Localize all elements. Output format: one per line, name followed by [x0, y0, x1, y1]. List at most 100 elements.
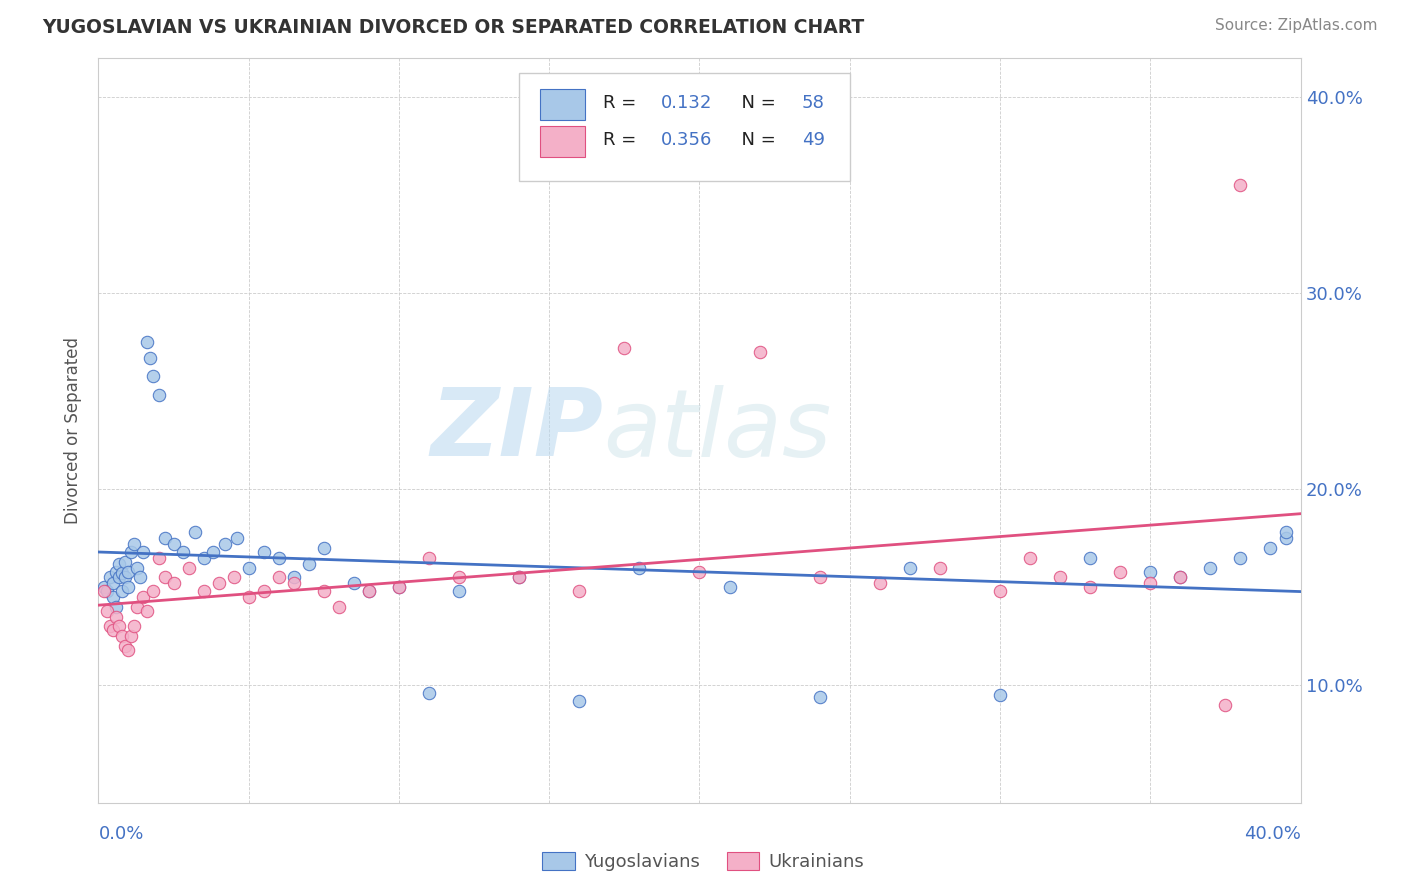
Point — [103, 590, 125, 604]
Point — [114, 639, 136, 653]
Point — [114, 555, 136, 569]
Point — [93, 584, 115, 599]
Point — [111, 629, 134, 643]
Text: 0.0%: 0.0% — [98, 825, 143, 843]
Point — [418, 550, 440, 565]
Point — [1139, 565, 1161, 579]
Point — [108, 619, 131, 633]
Point — [689, 565, 711, 579]
Text: ZIP: ZIP — [430, 384, 603, 476]
Point — [153, 531, 176, 545]
Point — [568, 584, 591, 599]
Point — [1229, 178, 1251, 193]
Point — [208, 576, 231, 591]
Point — [100, 570, 122, 584]
Point — [869, 576, 891, 591]
Point — [1019, 550, 1042, 565]
Point — [357, 584, 380, 599]
Point — [177, 560, 200, 574]
Point — [748, 345, 770, 359]
Point — [253, 545, 276, 559]
Point — [135, 335, 157, 350]
Point — [1049, 570, 1071, 584]
Point — [1170, 570, 1192, 584]
Point — [108, 570, 131, 584]
Point — [357, 584, 380, 599]
Point — [568, 694, 591, 708]
Text: 58: 58 — [801, 94, 824, 112]
Point — [508, 570, 530, 584]
Text: R =: R = — [603, 131, 643, 149]
Point — [1078, 580, 1101, 594]
Point — [132, 545, 155, 559]
Point — [225, 531, 247, 545]
Point — [808, 690, 831, 704]
Point — [628, 560, 651, 574]
Point — [898, 560, 921, 574]
Point — [718, 580, 741, 594]
Point — [96, 584, 118, 599]
Point — [103, 624, 125, 638]
Point — [108, 557, 131, 571]
Point — [929, 560, 952, 574]
Point — [127, 599, 149, 614]
Point — [388, 580, 411, 594]
Point — [312, 584, 335, 599]
Text: N =: N = — [730, 94, 782, 112]
Point — [121, 545, 143, 559]
Point — [1274, 525, 1296, 540]
Point — [253, 584, 276, 599]
Point — [105, 599, 128, 614]
Point — [141, 368, 163, 383]
Point — [988, 688, 1011, 702]
Point — [447, 570, 470, 584]
Point — [1199, 560, 1222, 574]
Point — [117, 565, 139, 579]
Text: N =: N = — [730, 131, 782, 149]
Point — [267, 570, 290, 584]
Point — [193, 584, 215, 599]
Point — [808, 570, 831, 584]
Point — [238, 590, 260, 604]
Point — [117, 580, 139, 594]
Point — [1170, 570, 1192, 584]
Point — [100, 619, 122, 633]
Point — [418, 686, 440, 700]
Point — [283, 576, 305, 591]
Point — [153, 570, 176, 584]
FancyBboxPatch shape — [519, 73, 849, 181]
Text: YUGOSLAVIAN VS UKRAINIAN DIVORCED OR SEPARATED CORRELATION CHART: YUGOSLAVIAN VS UKRAINIAN DIVORCED OR SEP… — [42, 18, 865, 37]
Point — [1229, 550, 1251, 565]
Point — [613, 341, 636, 355]
Point — [201, 545, 224, 559]
Point — [1215, 698, 1237, 712]
Point — [1109, 565, 1132, 579]
Point — [298, 557, 321, 571]
Point — [124, 619, 146, 633]
Text: R =: R = — [603, 94, 643, 112]
Point — [162, 576, 184, 591]
Point — [172, 545, 194, 559]
FancyBboxPatch shape — [540, 126, 585, 157]
Point — [148, 388, 170, 402]
Text: atlas: atlas — [603, 384, 831, 476]
Point — [183, 525, 205, 540]
Text: Source: ZipAtlas.com: Source: ZipAtlas.com — [1215, 18, 1378, 33]
Point — [103, 576, 125, 591]
Text: 0.356: 0.356 — [661, 131, 713, 149]
Point — [508, 570, 530, 584]
Point — [114, 570, 136, 584]
Point — [111, 566, 134, 581]
Point — [135, 604, 157, 618]
FancyBboxPatch shape — [540, 88, 585, 120]
Point — [214, 537, 236, 551]
Point — [267, 550, 290, 565]
Point — [138, 351, 160, 365]
Point — [117, 643, 139, 657]
Point — [328, 599, 350, 614]
Text: 40.0%: 40.0% — [1244, 825, 1301, 843]
Point — [283, 570, 305, 584]
Point — [148, 550, 170, 565]
Point — [312, 541, 335, 555]
Legend: Yugoslavians, Ukrainians: Yugoslavians, Ukrainians — [534, 845, 872, 879]
